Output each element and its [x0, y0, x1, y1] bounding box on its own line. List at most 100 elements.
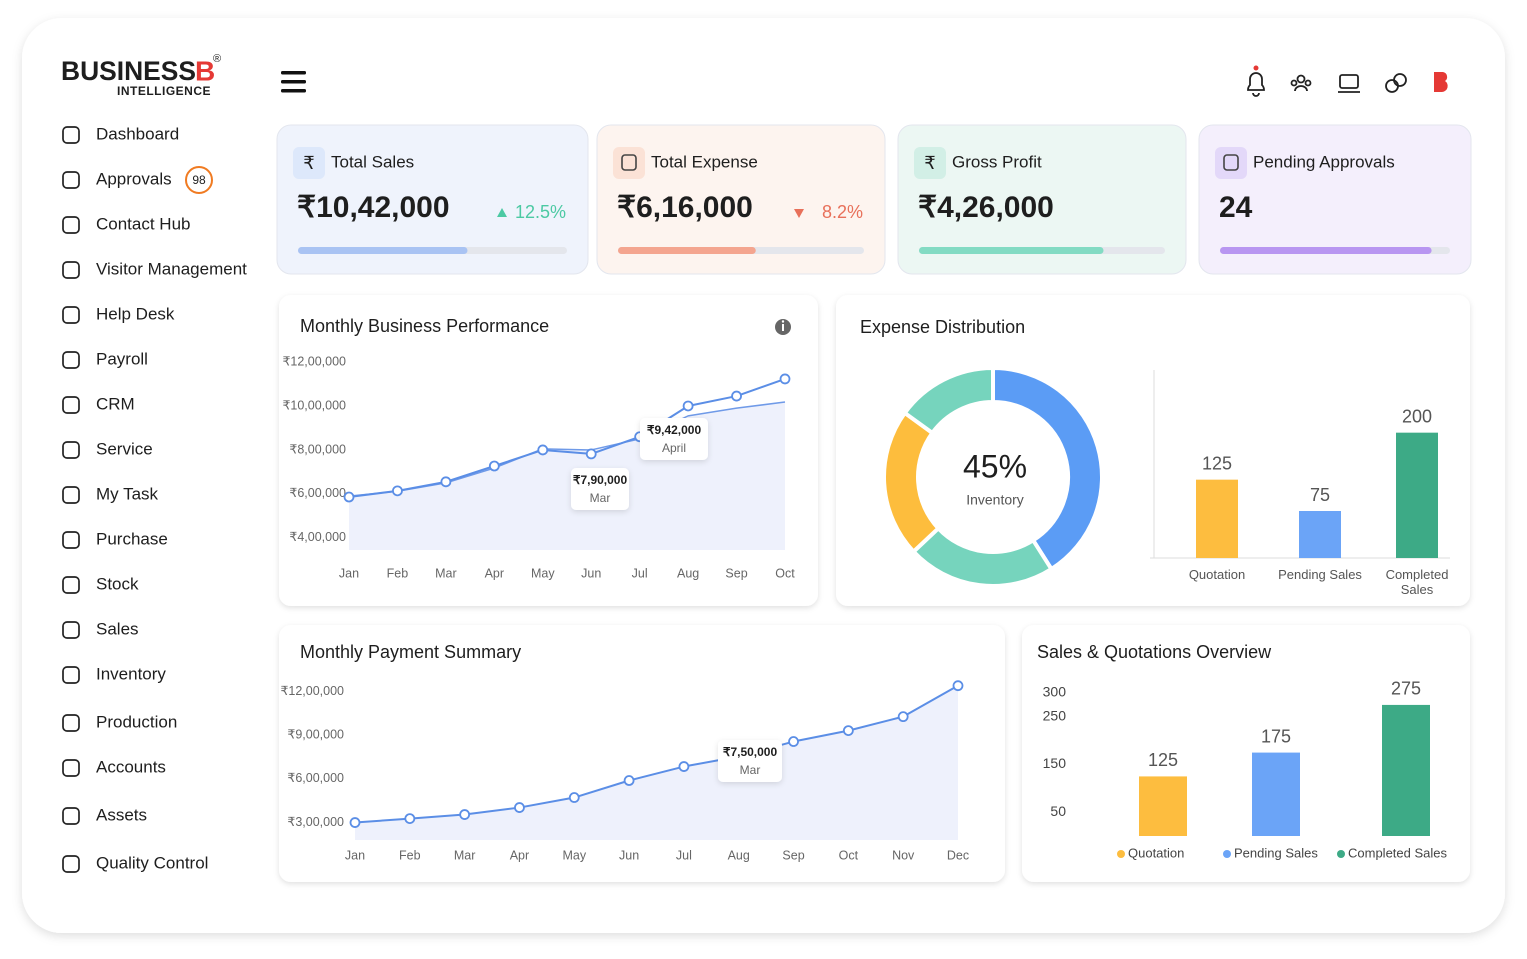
marker [514, 802, 525, 813]
marker [788, 736, 799, 747]
nav-item[interactable]: Payroll [96, 349, 148, 368]
nav-item[interactable]: Approvals [96, 169, 172, 188]
bar-value-label: 75 [1310, 485, 1330, 505]
nav-icon [62, 126, 80, 144]
tooltip-value: ₹7,90,000 [573, 473, 628, 487]
x-tick-label: Mar [435, 566, 457, 580]
info-dot [781, 320, 785, 323]
notification-dot [1253, 65, 1259, 71]
chart-title: Expense Distribution [860, 317, 1025, 337]
marker [623, 775, 635, 786]
kpi-icon-bg [293, 147, 325, 179]
y-tick-label: ₹12,00,000 [280, 684, 344, 698]
kpi-icon-bg [1215, 147, 1247, 179]
trend-arrow [497, 208, 507, 217]
bar-value-label: 125 [1148, 750, 1178, 770]
x-tick-label: Sep [725, 566, 747, 580]
brand-reg: ® [213, 53, 221, 65]
kpi-icon-bg [613, 147, 645, 179]
kpi-card[interactable] [1198, 124, 1472, 275]
nav-item[interactable]: Stock [96, 574, 139, 593]
progress-bar [618, 247, 756, 254]
x-tick-label: Aug [677, 566, 699, 580]
nav-icon [62, 486, 80, 504]
chart-title: Monthly Payment Summary [300, 642, 521, 662]
monitor-icon[interactable] [1338, 74, 1360, 93]
kpi-card[interactable] [596, 124, 886, 275]
x-tick-label: Feb [399, 848, 421, 862]
x-tick-label-box: Pending Sales [1278, 567, 1362, 582]
trend-arrow [794, 209, 804, 218]
kpi-icon-bg [914, 147, 946, 179]
marker [488, 460, 500, 472]
nav-item[interactable]: Inventory [96, 664, 166, 683]
hamburger[interactable] [281, 71, 306, 93]
nav-icon [62, 351, 80, 369]
bell-icon[interactable] [1247, 72, 1265, 97]
marker [731, 390, 742, 402]
tooltip-sub: Mar [740, 763, 761, 777]
nav-item[interactable]: Sales [96, 619, 139, 638]
nav-item[interactable]: CRM [96, 394, 135, 413]
nav-icon [62, 759, 80, 777]
nav-item[interactable]: Quality Control [96, 853, 208, 872]
nav-item[interactable]: Contact Hub [96, 214, 191, 233]
kpi-icon: ₹ [924, 153, 935, 173]
x-tick-label: May [531, 566, 555, 580]
kpi-title: Total Sales [331, 152, 414, 171]
kpi-card[interactable] [897, 124, 1187, 275]
nav-item[interactable]: My Task [96, 484, 159, 503]
nav-icon [62, 531, 80, 549]
legend-label: Pending Sales [1234, 845, 1318, 860]
info-glyph [782, 324, 784, 331]
brand-sub: INTELLIGENCE [117, 84, 211, 98]
bar [1299, 511, 1341, 558]
nav-item[interactable]: Accounts [96, 757, 166, 776]
y-tick-label: ₹8,00,000 [289, 442, 346, 456]
progress-bar [1220, 247, 1432, 254]
tooltip-sub: April [662, 441, 686, 455]
kpi-card[interactable] [276, 124, 589, 275]
bar [1382, 704, 1430, 836]
donut-segment [991, 365, 1104, 572]
link-icon[interactable] [1385, 73, 1407, 93]
marker [568, 792, 580, 803]
marker [779, 373, 791, 385]
nav-icon [62, 441, 80, 459]
nav-item[interactable]: Service [96, 439, 153, 458]
y-tick-label: ₹9,00,000 [287, 728, 344, 742]
x-tick-label: Sep [782, 848, 804, 862]
header-icons [1247, 65, 1448, 97]
x-tick-label-box: Quotation [1189, 567, 1245, 582]
badge: 98 [192, 173, 206, 187]
tooltip [640, 418, 708, 460]
bar [1396, 432, 1438, 558]
donut-center-value: 45% [963, 448, 1027, 484]
marker [537, 444, 549, 456]
team-icon[interactable] [1290, 74, 1312, 92]
x-tick-label: Jan [339, 566, 359, 580]
nav-icon [62, 576, 80, 594]
legend-swatch [1223, 850, 1231, 858]
x-tick-label: Mar [454, 848, 476, 862]
legend-swatch [1117, 850, 1125, 858]
nav-item[interactable]: Dashboard [96, 124, 179, 143]
brand-icon[interactable] [1434, 72, 1448, 92]
area [355, 685, 958, 840]
nav-item[interactable]: Production [96, 712, 177, 731]
x-tick-label: Aug [728, 848, 750, 862]
tooltip-value: ₹9,42,000 [647, 423, 702, 437]
nav-item[interactable]: Assets [96, 805, 147, 824]
marker [585, 448, 597, 460]
bar-value-label: 175 [1261, 726, 1291, 746]
donut-segment [902, 365, 995, 436]
nav-item[interactable]: Purchase [96, 529, 168, 548]
nav-item[interactable]: Visitor Management [96, 259, 247, 278]
nav-item[interactable]: Help Desk [96, 304, 175, 323]
y-tick-label: ₹4,00,000 [289, 530, 346, 544]
y-tick-label: 150 [1043, 755, 1067, 771]
x-tick-label: Nov [892, 848, 915, 862]
kpi-icon-glyph [1223, 154, 1239, 171]
x-tick-label: Feb [387, 566, 409, 580]
